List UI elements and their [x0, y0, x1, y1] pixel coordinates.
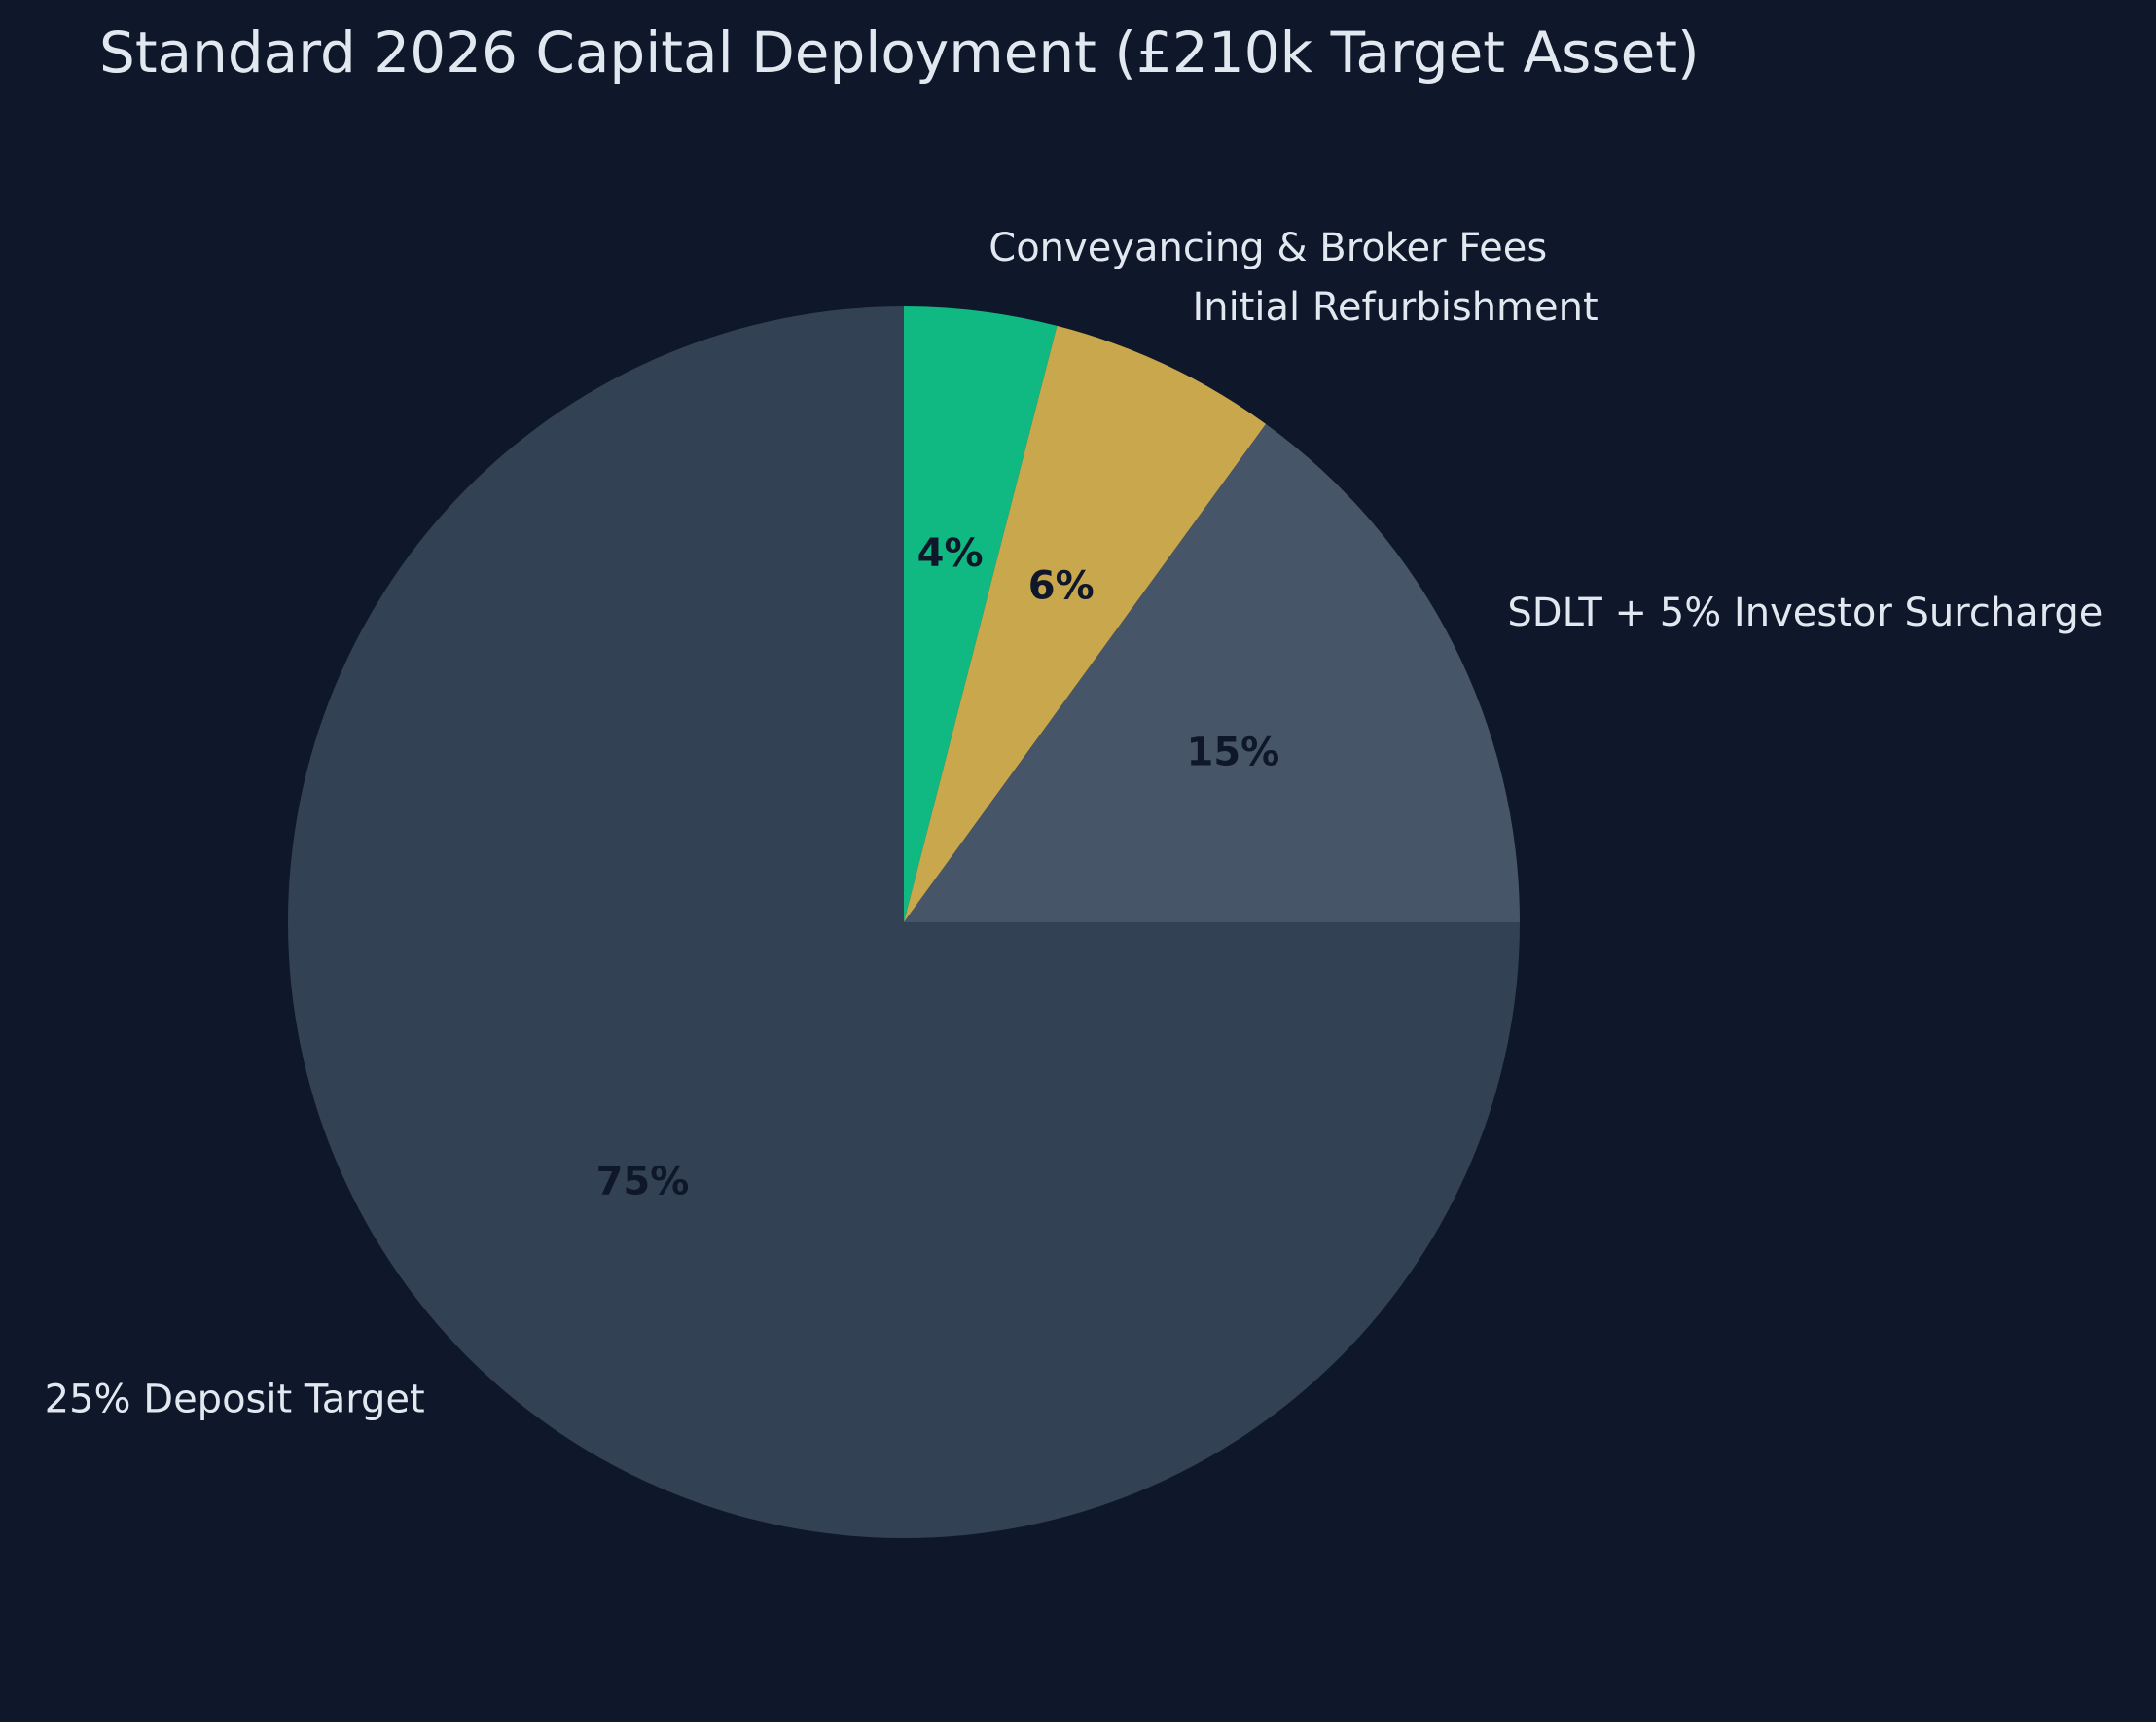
pie-slice-initial-refurbishment — [904, 325, 1267, 923]
pie-slice-25-deposit-target — [288, 306, 1520, 1538]
pct-label-25-deposit-target: 75% — [596, 1160, 690, 1204]
pct-label-sdlt-5-investor-surcharge: 15% — [1187, 731, 1280, 775]
chart-title: Standard 2026 Capital Deployment (£210k … — [99, 19, 1700, 86]
pie-labels: Conveyancing & Broker Fees 4% Initial Refu… — [45, 226, 2103, 1421]
pct-label-initial-refurbishment: 6% — [1028, 563, 1095, 608]
pct-label-conveyancing-broker-fees: 4% — [917, 531, 984, 576]
slice-label-25-deposit-target: 25% Deposit Target — [45, 1377, 425, 1421]
pie-slice-conveyancing-broker-fees — [904, 306, 1058, 922]
pie-slices — [288, 306, 1520, 1538]
slice-label-initial-refurbishment: Initial Refurbishment — [1192, 285, 1598, 330]
slice-label-conveyancing-broker-fees: Conveyancing & Broker Fees — [988, 226, 1547, 270]
pie-slice-sdlt-5-investor-surcharge — [904, 423, 1520, 923]
slice-label-sdlt-5-investor-surcharge: SDLT + 5% Investor Surcharge — [1507, 591, 2102, 635]
